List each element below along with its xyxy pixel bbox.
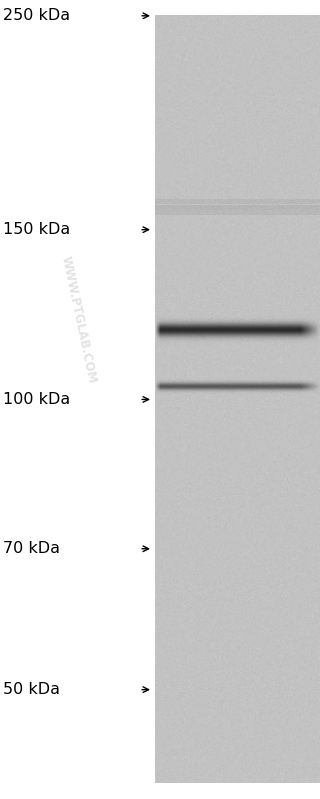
Text: 70 kDa: 70 kDa <box>3 541 60 556</box>
Text: 250 kDa: 250 kDa <box>3 8 70 23</box>
Text: 150 kDa: 150 kDa <box>3 222 70 237</box>
Text: 100 kDa: 100 kDa <box>3 392 70 407</box>
Text: 50 kDa: 50 kDa <box>3 682 60 698</box>
Text: WWW.PTGLAB.COM: WWW.PTGLAB.COM <box>59 255 98 384</box>
